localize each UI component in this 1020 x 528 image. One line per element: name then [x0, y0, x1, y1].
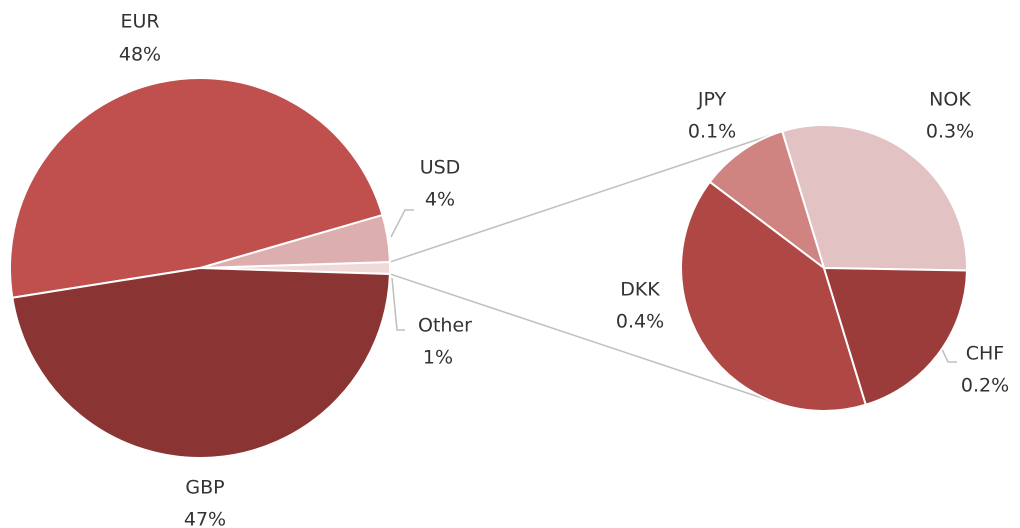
slice-label: USD: [420, 157, 461, 179]
leader-line: [390, 209, 414, 238]
leader-line: [939, 344, 957, 363]
leader-line: [391, 277, 405, 331]
pie-slice: [822, 266, 968, 407]
slice-value-label: 0.4%: [616, 311, 664, 333]
slice-value-label: 48%: [119, 44, 161, 66]
slice-value-label: 1%: [423, 347, 453, 369]
pie-slice: [9, 77, 384, 299]
slice-value-label: 0.2%: [961, 375, 1009, 397]
slice-label: NOK: [929, 89, 971, 111]
slice-label: CHF: [966, 343, 1004, 365]
slice-label: DKK: [620, 279, 660, 301]
slice-label: JPY: [697, 89, 727, 111]
slice-value-label: 4%: [425, 189, 455, 211]
slice-value-label: 0.3%: [926, 121, 974, 143]
pie-slice: [708, 129, 826, 271]
slice-label: Other: [418, 315, 472, 337]
pie-slice: [780, 124, 968, 272]
slice-label: GBP: [185, 477, 224, 499]
pie-slice: [11, 266, 391, 459]
pie-slice: [680, 180, 868, 412]
connector-line: [389, 273, 776, 404]
slice-value-label: 0.1%: [688, 121, 736, 143]
slice-value-label: 47%: [184, 509, 226, 528]
connector-line: [389, 132, 776, 263]
slice-label: EUR: [120, 11, 159, 33]
